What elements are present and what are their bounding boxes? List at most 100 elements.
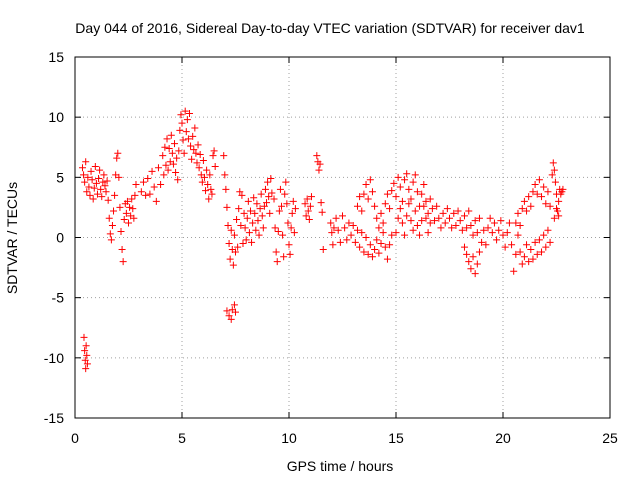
data-point [401,231,409,239]
data-point [130,214,138,222]
data-point [550,166,558,174]
data-point [371,246,379,254]
data-point [118,246,126,254]
data-point [126,203,134,211]
data-point [285,241,293,249]
data-point [232,248,239,256]
data-point [407,217,415,225]
data-point [150,183,158,191]
data-point [529,255,537,263]
data-point [82,365,90,373]
data-point [172,169,180,177]
data-point [248,238,256,246]
data-point [523,241,531,249]
data-point [431,217,439,225]
data-point [174,176,182,184]
data-point [426,195,434,203]
data-point [128,195,136,203]
data-point [480,226,488,234]
y-tick-label: 15 [48,49,64,65]
data-point [366,176,374,184]
data-point [168,149,176,157]
data-point [364,195,372,203]
data-point [173,154,181,162]
data-point [411,171,419,179]
data-point [199,156,207,164]
data-point [259,224,267,232]
data-point [467,221,475,229]
data-point [220,152,228,160]
data-point [420,181,428,189]
data-point [514,231,522,239]
data-point [253,200,261,208]
data-point [529,188,537,196]
data-point [550,214,558,222]
data-point [98,193,106,201]
data-point [303,195,311,203]
data-point [555,197,563,205]
data-point [527,246,535,254]
data-point [276,185,284,193]
data-point [443,205,451,213]
data-point [257,190,265,198]
data-point [334,226,342,234]
data-point [413,188,421,196]
data-point [520,197,528,205]
data-point [263,199,271,207]
data-point [512,219,520,227]
data-point [208,190,216,198]
data-point [287,224,295,232]
data-point [194,141,202,149]
data-point [396,183,404,191]
data-point [426,219,434,227]
data-point [283,200,291,208]
data-point [527,202,535,210]
data-point [106,230,114,238]
data-point [407,195,415,203]
data-point [244,197,252,205]
data-point [458,226,466,234]
data-point [83,188,91,196]
data-point [508,241,516,249]
data-point [518,205,526,213]
data-point [388,231,396,239]
data-point [99,178,107,186]
data-point [538,248,546,256]
data-point [439,209,447,217]
data-point [383,190,391,198]
data-point [279,231,287,239]
x-tick-label: 25 [602,430,618,446]
data-point [307,193,315,201]
data-point [327,219,335,227]
data-point [180,149,188,157]
data-point [394,214,402,222]
data-point [486,214,494,222]
data-point [86,191,94,199]
data-point [139,178,147,186]
y-tick-label: 5 [56,169,64,185]
data-point [122,209,130,217]
data-point [78,164,86,172]
data-point [115,173,123,181]
data-point [377,209,385,217]
data-point [381,200,389,208]
data-point [211,163,219,171]
data-point [551,178,559,186]
data-point [358,207,366,215]
data-point [146,190,154,198]
data-point [469,231,477,239]
x-tick-label: 20 [495,430,511,446]
data-point [525,193,533,201]
data-point [267,175,275,183]
data-point [411,207,419,215]
data-point [465,207,473,215]
data-point [237,221,245,229]
data-point [258,212,266,220]
data-point [83,360,91,368]
data-point [313,152,321,160]
y-axis-label: SDTVAR / TECUs [4,182,20,294]
data-point [164,166,172,174]
data-point [339,212,346,220]
x-tick-label: 15 [388,430,404,446]
